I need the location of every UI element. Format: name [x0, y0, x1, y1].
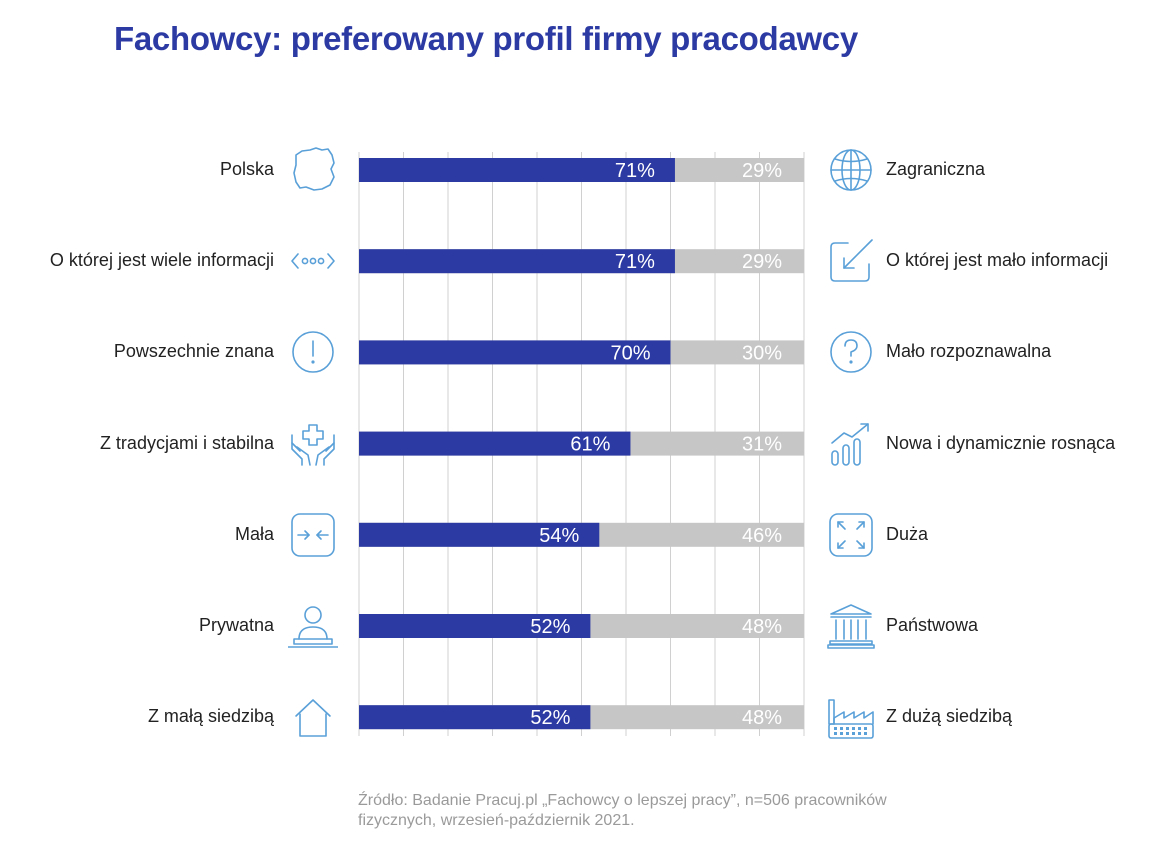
value-label-right-1: 29% — [742, 251, 782, 273]
person-desk-icon — [287, 601, 339, 651]
government-building-icon — [826, 601, 876, 651]
code-dots-icon — [288, 236, 338, 286]
bar-left-3 — [359, 431, 631, 456]
expand-arrows-icon — [826, 510, 876, 560]
value-label-right-2: 30% — [742, 342, 782, 364]
poland-map-icon — [288, 145, 338, 195]
row-label-right-4: Duża — [886, 523, 929, 544]
source-note: Źródło: Badanie Pracuj.pl „Fachowcy o le… — [358, 792, 887, 829]
bar-left-0 — [359, 158, 675, 182]
arrow-in-box-icon — [826, 236, 876, 286]
bars: 71% 29% 71% 29% 70% 30% 61% 31% 54% 46% 52% 48% 52% 4… — [359, 158, 804, 730]
row-label-left-6: Z małą siedzibą — [147, 706, 274, 727]
bar-left-5 — [359, 614, 591, 638]
exclamation-circle-icon — [288, 327, 338, 377]
bar-left-4 — [359, 522, 600, 547]
row-label-right-3: Nowa i dynamicznie rosnąca — [886, 432, 1116, 453]
row-label-left-2: Powszechnie znana — [113, 341, 274, 362]
value-label-left-3: 61% — [570, 434, 610, 456]
value-label-left-4: 54% — [539, 525, 579, 547]
value-label-right-4: 46% — [742, 525, 782, 547]
question-circle-icon — [826, 327, 876, 377]
row-label-right-5: Państwowa — [886, 615, 979, 635]
bar-left-2 — [359, 340, 671, 365]
value-label-right-5: 48% — [742, 616, 782, 638]
hands-cross-icon — [288, 419, 338, 469]
shrink-arrows-icon — [288, 510, 338, 560]
row-label-left-4: Mała — [234, 523, 274, 544]
growth-chart-icon — [826, 419, 876, 469]
row-label-right-1: O której jest mało informacji — [886, 250, 1109, 271]
globe-icon — [826, 145, 876, 195]
value-label-left-6: 52% — [530, 707, 570, 729]
bar-left-6 — [359, 705, 591, 730]
value-label-left-2: 70% — [610, 342, 650, 364]
value-label-left-0: 71% — [615, 160, 655, 182]
value-label-right-0: 29% — [742, 160, 782, 182]
row-label-right-0: Zagraniczna — [886, 159, 986, 179]
row-label-left-5: Prywatna — [198, 615, 274, 635]
row-label-right-6: Z dużą siedzibą — [886, 706, 1013, 727]
row-label-left-3: Z tradycjami i stabilna — [99, 432, 274, 453]
chart-title: Fachowcy: preferowany profil firmy praco… — [114, 20, 858, 57]
row-label-right-2: Mało rozpoznawalna — [886, 341, 1052, 362]
value-label-right-6: 48% — [742, 707, 782, 729]
house-icon — [288, 692, 338, 742]
bar-left-1 — [359, 249, 675, 274]
row-label-left-0: Polska — [219, 159, 274, 179]
row-label-left-1: O której jest wiele informacji — [49, 250, 274, 271]
value-label-left-1: 71% — [615, 251, 655, 273]
value-label-right-3: 31% — [742, 434, 782, 456]
value-label-left-5: 52% — [530, 616, 570, 638]
factory-icon — [826, 692, 876, 742]
